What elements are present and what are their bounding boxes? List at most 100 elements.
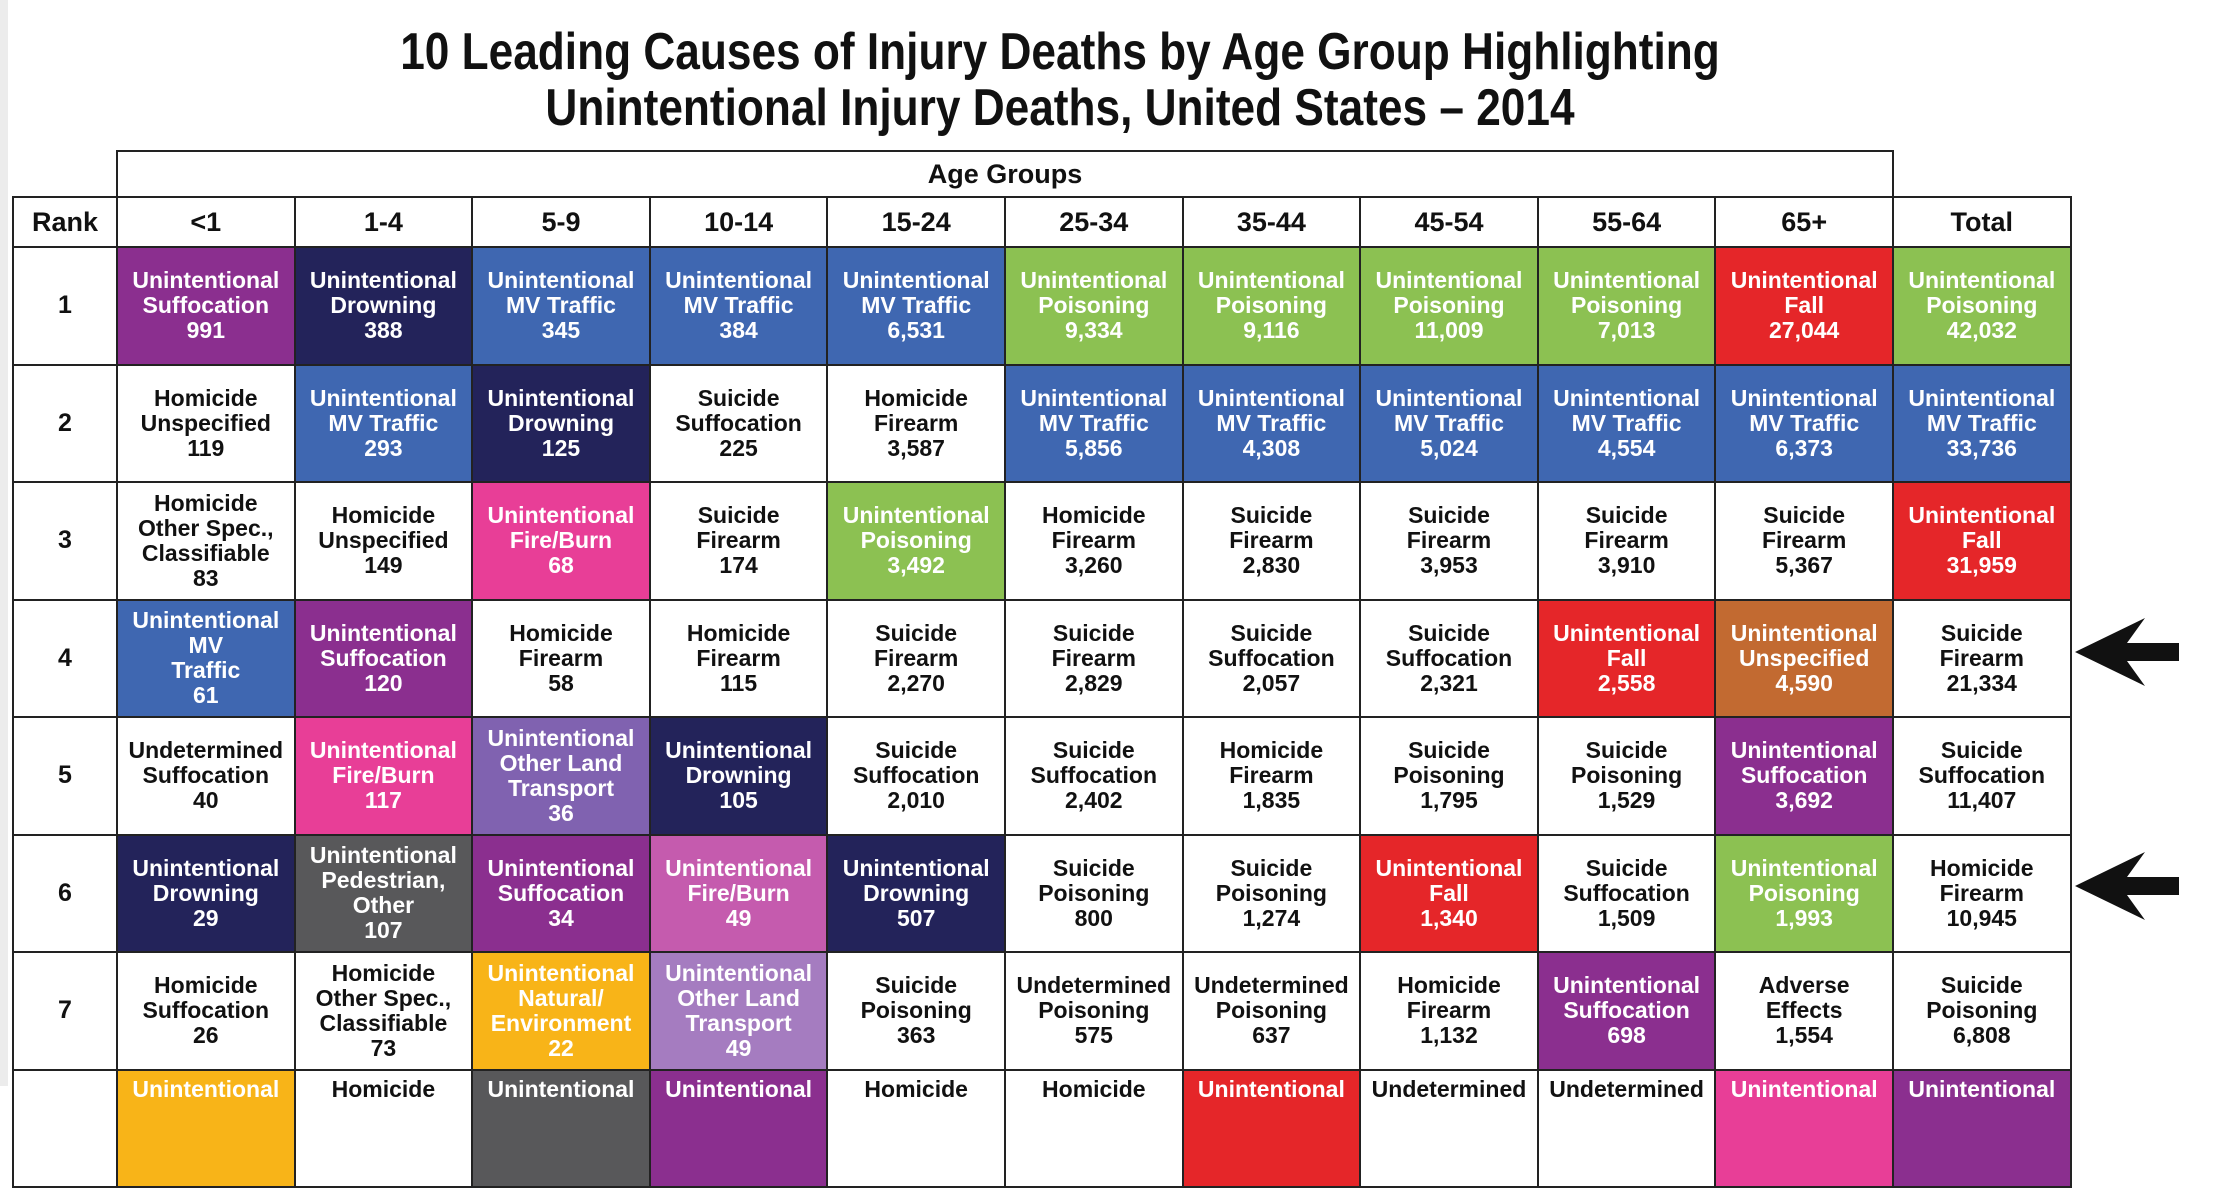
cause-line: Suicide: [1208, 621, 1335, 646]
cause-line: Adverse: [1759, 973, 1850, 998]
death-count: 22: [488, 1036, 635, 1061]
column-header: 25-34: [1004, 196, 1184, 248]
cause-line: Drowning: [843, 881, 990, 906]
death-count: 7,013: [1553, 318, 1700, 343]
cause-line: Unintentional: [1731, 386, 1878, 411]
cause-line: Homicide: [687, 621, 791, 646]
cause-line: MV Traffic: [488, 293, 635, 318]
cause-line: Pedestrian,: [310, 868, 457, 893]
death-count: 2,558: [1553, 671, 1700, 696]
cause-line: MV Traffic: [1731, 411, 1878, 436]
column-header: 10-14: [649, 196, 829, 248]
cause-line: Unintentional: [310, 268, 457, 293]
cause-line: Unintentional: [1198, 268, 1345, 293]
cause-line: Suffocation: [853, 763, 980, 788]
cause-line: Poisoning: [1731, 881, 1878, 906]
cause-line: Firearm: [1584, 528, 1668, 553]
cause-line: Unintentional: [1198, 1077, 1345, 1102]
cause-line: Unintentional: [310, 843, 457, 868]
death-count: 5,367: [1762, 553, 1846, 578]
cause-line: Suicide: [874, 621, 958, 646]
death-count: 2,270: [874, 671, 958, 696]
cause-line: Unintentional: [843, 503, 990, 528]
death-count: 388: [310, 318, 457, 343]
cause-line: Suicide: [1216, 856, 1327, 881]
cause-line: Unspecified: [141, 411, 271, 436]
page-edge-shadow: [0, 0, 8, 1086]
cause-line: Homicide: [1220, 738, 1324, 763]
death-count: 3,910: [1584, 553, 1668, 578]
death-count: 33,736: [1908, 436, 2055, 461]
cause-line: Unintentional: [665, 1077, 812, 1102]
cause-line: Firearm: [1220, 763, 1324, 788]
cause-line: Suicide: [853, 738, 980, 763]
death-count: 6,531: [843, 318, 990, 343]
cell-text: Unintentional: [132, 1077, 279, 1102]
table-cell: Undetermined: [1537, 1069, 1717, 1188]
cause-line: Poisoning: [861, 998, 972, 1023]
cause-line: Poisoning: [1216, 881, 1327, 906]
death-count: 11,009: [1376, 318, 1523, 343]
death-count: 29: [132, 906, 279, 931]
cause-line: Unintentional: [1020, 386, 1167, 411]
cause-line: Undetermined: [1372, 1077, 1527, 1102]
cause-line: Homicide: [1042, 503, 1146, 528]
death-count: 991: [132, 318, 279, 343]
arrow-left-icon: [2075, 852, 2179, 920]
column-header: 5-9: [471, 196, 651, 248]
cause-line: Suicide: [1919, 738, 2046, 763]
death-count: 2,402: [1031, 788, 1158, 813]
death-count: 125: [488, 436, 635, 461]
death-count: 58: [509, 671, 613, 696]
death-count: 4,308: [1198, 436, 1345, 461]
death-count: 1,132: [1397, 1023, 1501, 1048]
death-count: 31,959: [1908, 553, 2055, 578]
column-header: 45-54: [1359, 196, 1539, 248]
death-count: 800: [1038, 906, 1149, 931]
death-count: 9,116: [1198, 318, 1345, 343]
death-count: 3,692: [1731, 788, 1878, 813]
cause-line: Drowning: [665, 763, 812, 788]
cause-line: Poisoning: [1393, 763, 1504, 788]
